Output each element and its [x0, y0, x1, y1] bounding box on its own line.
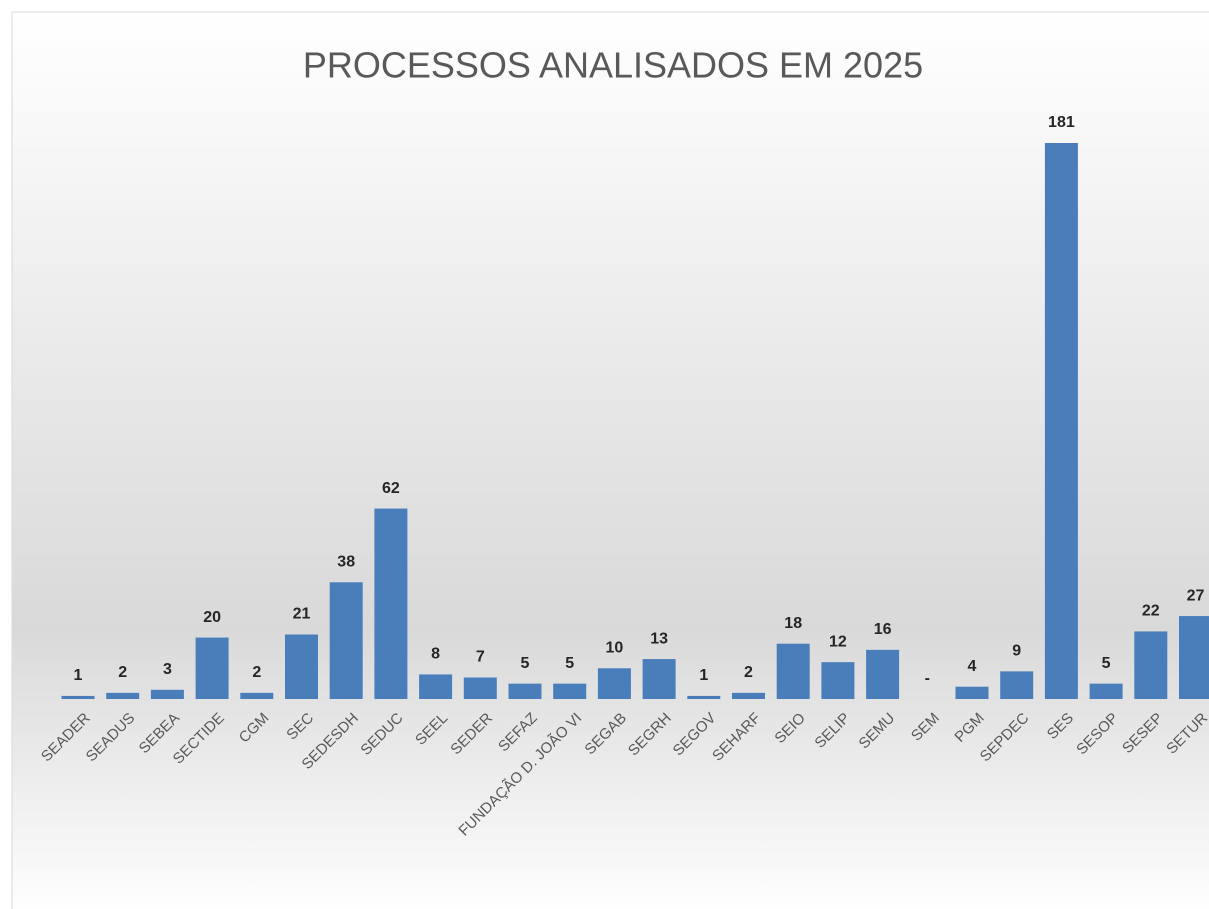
data-label: 22 — [1142, 603, 1160, 620]
bar — [508, 683, 542, 699]
data-label: 7 — [476, 649, 485, 666]
bar — [597, 668, 631, 699]
bar — [240, 692, 274, 699]
data-label: 27 — [1187, 587, 1205, 604]
data-label: - — [925, 670, 930, 687]
bar — [955, 686, 989, 699]
chart-area — [11, 11, 1209, 909]
bar — [150, 689, 184, 699]
bar — [374, 508, 408, 699]
data-label: 9 — [1012, 643, 1021, 660]
data-label: 1 — [699, 667, 708, 684]
data-label: 5 — [565, 655, 574, 672]
data-label: 8 — [431, 646, 440, 663]
bar — [329, 582, 363, 699]
bar — [821, 662, 855, 699]
data-label: 181 — [1048, 114, 1075, 131]
bar — [866, 649, 900, 699]
data-label: 5 — [1102, 655, 1111, 672]
bar — [285, 634, 318, 699]
bar — [1044, 143, 1078, 699]
bar — [732, 692, 765, 699]
bar — [1179, 616, 1209, 699]
chart-title: PROCESSOS ANALISADOS EM 2025 — [303, 45, 923, 86]
data-label: 10 — [606, 640, 624, 657]
bar — [61, 695, 95, 699]
bar — [1000, 671, 1034, 699]
data-label: 18 — [784, 615, 802, 632]
bar — [195, 637, 229, 699]
data-label: 16 — [874, 621, 892, 638]
data-label: 62 — [382, 480, 400, 497]
data-label: 2 — [252, 664, 261, 681]
bar — [687, 695, 721, 699]
data-label: 38 — [337, 553, 355, 570]
data-label: 12 — [829, 633, 847, 650]
data-label: 4 — [968, 658, 977, 675]
bar — [106, 692, 140, 699]
data-label: 20 — [203, 609, 221, 626]
data-label: 1 — [74, 667, 83, 684]
bar — [463, 677, 497, 699]
bar — [1089, 683, 1123, 699]
data-label: 2 — [744, 664, 753, 681]
data-label: 5 — [521, 655, 530, 672]
data-label: 13 — [650, 630, 668, 647]
bar — [419, 674, 453, 699]
bar — [642, 659, 676, 699]
data-label: 2 — [118, 664, 127, 681]
bar — [553, 683, 587, 699]
bar — [776, 643, 810, 699]
data-label: 21 — [293, 606, 311, 623]
data-label: 3 — [163, 661, 172, 678]
bar — [1134, 631, 1168, 699]
